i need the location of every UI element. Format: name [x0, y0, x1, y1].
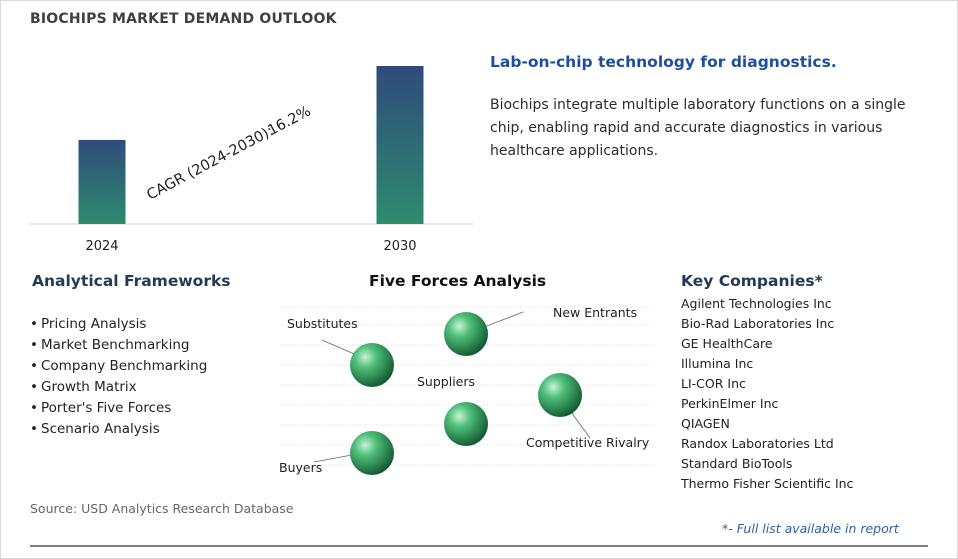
frameworks-heading: Analytical Frameworks — [32, 272, 231, 290]
buyers-sphere — [350, 431, 394, 475]
list-item: Illumina Inc — [681, 356, 754, 371]
x-tick-label: 2024 — [85, 239, 118, 254]
new-entrants-label: New Entrants — [553, 305, 637, 320]
frameworks-list: Pricing Analysis Market Benchmarking Com… — [30, 314, 207, 440]
substitutes-label: Substitutes — [287, 316, 358, 331]
five-forces-heading: Five Forces Analysis — [369, 272, 547, 290]
list-item: Pricing Analysis — [30, 314, 207, 335]
list-item: QIAGEN — [681, 416, 730, 431]
cagr-label: CAGR (2024-2030): — [144, 123, 276, 203]
list-item: Agilent Technologies Inc — [681, 296, 832, 311]
companies-list: Agilent Technologies Inc Bio-Rad Laborat… — [681, 294, 853, 494]
list-item: Market Benchmarking — [30, 335, 207, 356]
list-item: LI-COR Inc — [681, 376, 746, 391]
bottom-divider — [30, 545, 928, 547]
bar-2030 — [376, 66, 424, 224]
new-entrants-sphere — [444, 312, 488, 356]
list-item: GE HealthCare — [681, 336, 773, 351]
cagr-annotation: CAGR (2024-2030): 16.2% — [144, 103, 313, 203]
source-note: Source: USD Analytics Research Database — [30, 501, 294, 516]
list-item: Standard BioTools — [681, 456, 793, 471]
substitutes-sphere — [350, 343, 394, 387]
suppliers-label: Suppliers — [417, 374, 475, 389]
full-list-link[interactable]: *- Full list available in report — [722, 521, 899, 536]
page-title: BIOCHIPS MARKET DEMAND OUTLOOK — [30, 11, 337, 27]
buyers-label: Buyers — [279, 460, 322, 475]
bar-2024 — [78, 139, 126, 224]
suppliers-sphere — [444, 402, 488, 446]
list-item: Growth Matrix — [30, 377, 207, 398]
competitive-rivalry-label: Competitive Rivalry — [526, 435, 650, 450]
list-item: Scenario Analysis — [30, 419, 207, 440]
list-item: Porter's Five Forces — [30, 398, 207, 419]
description: Biochips integrate multiple laboratory f… — [490, 97, 906, 159]
cagr-value: 16.2% — [265, 103, 313, 139]
five-forces-diagram: Substitutes New Entrants Suppliers Compe… — [279, 305, 655, 475]
competitive-rivalry-sphere — [538, 373, 582, 417]
list-item: Thermo Fisher Scientific Inc — [681, 476, 854, 491]
companies-heading: Key Companies* — [681, 272, 823, 290]
list-item: PerkinElmer Inc — [681, 396, 779, 411]
headline: Lab-on-chip technology for diagnostics. — [490, 53, 837, 71]
bar-chart: 2024 2030 CAGR (2024-2030): 16.2% — [30, 66, 473, 254]
x-tick-label: 2030 — [383, 239, 416, 254]
list-item: Randox Laboratories Ltd — [681, 436, 834, 451]
list-item: Company Benchmarking — [30, 356, 207, 377]
list-item: Bio-Rad Laboratories Inc — [681, 316, 835, 331]
